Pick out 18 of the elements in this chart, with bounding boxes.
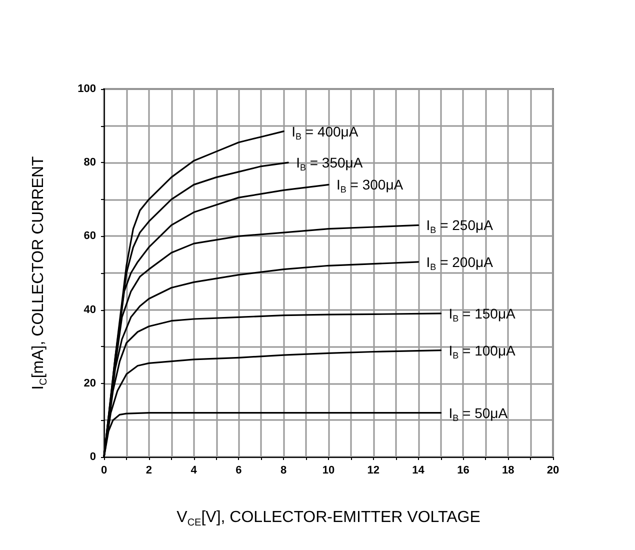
x-tick-label: 4 — [190, 464, 198, 476]
x-tick-label: 10 — [322, 464, 335, 476]
x-tick-label: 8 — [280, 464, 287, 476]
y-tick-label: 40 — [84, 304, 96, 316]
y-tick-label: 100 — [78, 83, 96, 95]
y-tick-label: 20 — [84, 377, 96, 390]
x-tick-label: 16 — [457, 464, 470, 476]
x-tick-label: 0 — [100, 464, 108, 476]
y-tick-label: 0 — [90, 451, 96, 463]
x-tick-label: 20 — [546, 464, 560, 476]
x-tick-label: 14 — [412, 464, 426, 476]
x-tick-label: 18 — [502, 464, 514, 476]
y-axis-title: IC[mA], COLLECTOR CURRENT — [30, 156, 50, 390]
x-tick-label: 2 — [146, 464, 152, 476]
y-tick-label: 80 — [84, 156, 96, 169]
y-tick-label: 60 — [84, 230, 96, 242]
x-tick-label: 6 — [236, 464, 242, 476]
x-tick-label: 12 — [367, 464, 380, 476]
